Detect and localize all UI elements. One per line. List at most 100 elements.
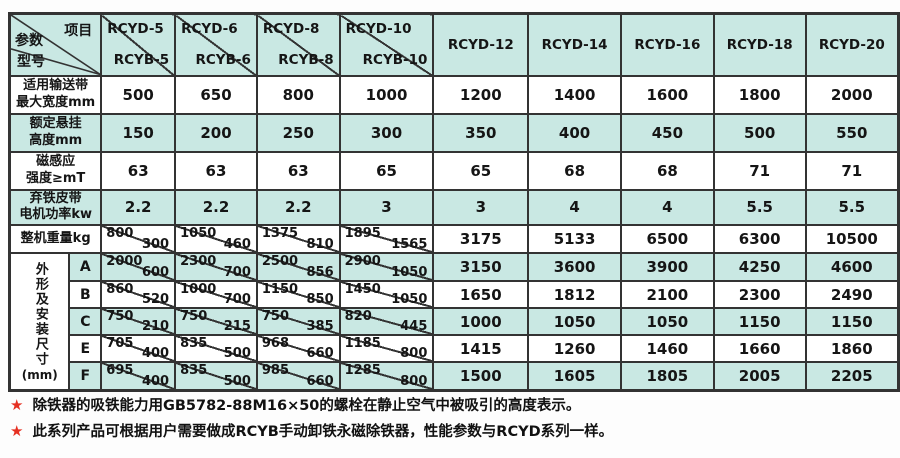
value-cell: 350 [432, 112, 530, 153]
value-cell: 2.2 [100, 188, 177, 227]
row-dim-b: B 860 520 1000 700 1150 850 1450 1050 1650 1… [10, 280, 900, 310]
row-dim-a: 外形及安装尺寸 (mm) A 2000 600 2300 700 2500 856 2… [8, 252, 900, 392]
rcyd-value: 835 [180, 363, 208, 379]
rcyd-value: 1895 [344, 226, 381, 242]
rcyb-value: 460 [223, 237, 251, 253]
corner-label-item: 项目 [64, 23, 93, 39]
rcyd-value: 800 [106, 226, 134, 242]
row-suspension-height: 额定悬挂 高度mm 150 200 250 300 350 400 450 500… [8, 112, 900, 153]
value-cell: 68 [619, 150, 715, 191]
rcyb-value: 300 [141, 237, 170, 253]
model-header-dual: RCYD-10 RCYB-10 [338, 12, 435, 77]
rcyb-value: 700 [223, 292, 251, 308]
dual-value-cell: 705 400 [100, 334, 177, 364]
dim-key: B [68, 280, 103, 310]
value-cell: 1600 [619, 74, 715, 115]
rcyd-value: 705 [106, 336, 134, 352]
dual-value-cell: 1185 800 [338, 334, 435, 364]
value-cell: 3150 [432, 252, 530, 283]
corner-label-param: 参数 [15, 33, 43, 49]
rcyd-value: 695 [106, 363, 134, 379]
rcyb-value: 800 [400, 346, 428, 362]
rcyd-value: 1000 [180, 282, 217, 298]
dual-value-cell: 695 400 [100, 361, 177, 392]
value-cell: 1800 [712, 74, 807, 115]
value-cell: 2300 [712, 280, 807, 310]
value-cell: 68 [527, 150, 622, 191]
star-icon: ★ [10, 396, 24, 414]
value-cell: 65 [338, 150, 435, 191]
dual-value-cell: 835 500 [174, 361, 258, 392]
rcyd-value: 835 [180, 336, 208, 352]
value-cell: 2100 [619, 280, 715, 310]
value-cell: 1050 [527, 307, 622, 337]
value-cell: 3175 [432, 224, 530, 255]
model-rcyd: RCYD-5 [107, 21, 164, 37]
model-header: RCYD-16 [619, 12, 715, 77]
rcyb-value: 500 [223, 346, 251, 362]
dim-key: C [68, 307, 103, 337]
value-cell: 63 [174, 150, 258, 191]
value-cell: 650 [174, 74, 258, 115]
rcyd-value: 820 [344, 309, 372, 325]
model-rcyb: RCYB-8 [278, 51, 334, 68]
dual-value-cell: 750 385 [255, 307, 341, 337]
model-rcyd: RCYD-10 [345, 21, 412, 37]
value-cell: 1650 [432, 280, 530, 310]
dim-key: F [68, 361, 103, 392]
dimensions-group-label: 外形及安装尺寸 (mm) [8, 252, 71, 392]
row-label-line2: 最大宽度mm [16, 94, 96, 110]
row-label-line2: 强度≥mT [25, 170, 86, 186]
value-cell: 2490 [804, 280, 900, 310]
model-rcyb: RCYB-6 [195, 51, 251, 68]
rcyd-value: 860 [106, 282, 134, 298]
rcyb-value: 850 [306, 292, 334, 308]
rcyb-value: 400 [141, 346, 170, 362]
value-cell: 1860 [804, 334, 900, 364]
value-cell: 1000 [338, 74, 435, 115]
spec-table: 项目 参数 型号 RCYD-5 RCYB-5 RCYD-6 RCYB-6 RCYD-… [8, 12, 900, 392]
model-rcyd: RCYD-6 [181, 21, 238, 37]
value-cell: 200 [174, 112, 258, 153]
value-cell: 4600 [804, 252, 900, 283]
value-cell: 6500 [619, 224, 715, 255]
value-cell: 63 [100, 150, 177, 191]
rcyb-value: 500 [223, 373, 251, 389]
rcyb-value: 1565 [391, 237, 428, 253]
rcyb-value: 660 [306, 346, 334, 362]
value-cell: 6300 [712, 224, 807, 255]
value-cell: 150 [100, 112, 177, 153]
value-cell: 1050 [619, 307, 715, 337]
rcyd-value: 2300 [180, 254, 217, 270]
row-label-line1: 额定悬挂 [29, 115, 82, 131]
row-belt-width: 适用输送带 最大宽度mm 500 650 800 1000 1200 1400 1… [8, 74, 900, 115]
rcyd-value: 1050 [180, 226, 217, 242]
footnotes: ★ 除铁器的吸铁能力用GB5782-88M16×50的螺栓在静止空气中被吸引的高度… [10, 393, 613, 445]
rcyd-value: 750 [261, 309, 290, 325]
value-cell: 3 [432, 188, 530, 227]
row-label: 弃铁皮带 电机功率kw [8, 188, 103, 227]
value-cell: 3900 [619, 252, 715, 283]
value-cell: 1460 [619, 334, 715, 364]
row-motor-power: 弃铁皮带 电机功率kw 2.2 2.2 2.2 3 3 4 4 5.5 5.5 [8, 188, 900, 227]
dimensions-group-unit: (mm) [21, 367, 58, 382]
row-dim-f: F 695 400 835 500 985 660 1285 800 1500 1605… [10, 361, 900, 392]
rcyd-value: 1450 [344, 282, 381, 298]
rcyb-value: 810 [306, 237, 334, 253]
value-cell: 10500 [804, 224, 900, 255]
value-cell: 1660 [712, 334, 807, 364]
corner-header-cell: 项目 参数 型号 [8, 12, 103, 77]
value-cell: 65 [432, 150, 530, 191]
value-cell: 3600 [527, 252, 622, 283]
corner-label-model: 型号 [17, 53, 45, 70]
footnote-2-text: 此系列产品可根据用户需要做成RCYB手动卸铁永磁除铁器，性能参数与RCYD系列一… [32, 424, 614, 440]
rcyd-value: 1285 [344, 363, 381, 379]
row-dim-e: E 705 400 835 500 968 660 1185 800 1415 1260… [10, 334, 900, 364]
value-cell: 550 [804, 112, 900, 153]
model-rcyb: RCYB-10 [362, 51, 428, 68]
dual-value-cell: 800 300 [100, 224, 177, 255]
dual-value-cell: 820 445 [338, 307, 435, 337]
model-header-dual: RCYD-5 RCYB-5 [100, 12, 177, 77]
value-cell: 1200 [432, 74, 530, 115]
value-cell: 500 [712, 112, 807, 153]
